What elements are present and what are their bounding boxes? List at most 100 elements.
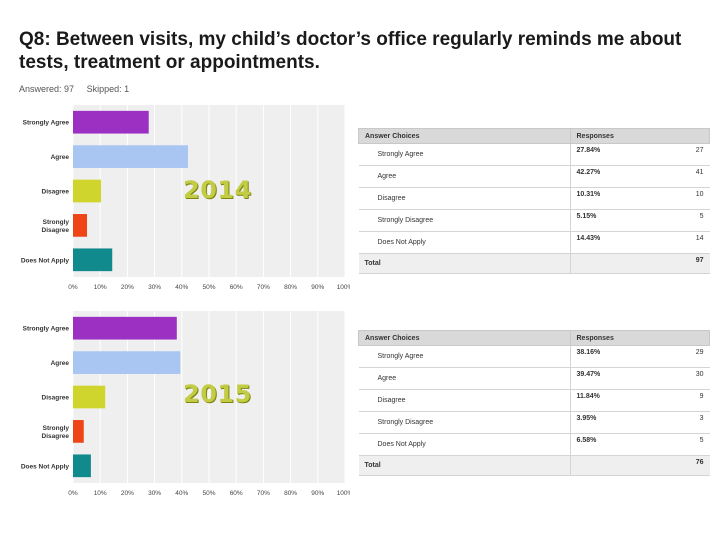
row-choice: Strongly Disagree bbox=[358, 411, 571, 434]
tick-label: 70% bbox=[257, 284, 270, 291]
row-choice: Agree bbox=[358, 165, 571, 188]
tick-label: 50% bbox=[202, 284, 215, 291]
response-stats: Answered: 97 Skipped: 1 bbox=[19, 84, 139, 94]
responses-table-2015: Answer Choices Responses Strongly Agree 3… bbox=[358, 330, 710, 476]
table-header-row: Answer Choices Responses bbox=[358, 128, 710, 144]
row-count: 9 bbox=[660, 389, 710, 412]
row-choice: Agree bbox=[358, 367, 571, 390]
row-choice: Strongly Agree bbox=[358, 143, 571, 166]
tick-label: 30% bbox=[148, 284, 161, 291]
table-row: Strongly Agree 27.84% 27 bbox=[358, 143, 710, 166]
tick-label: 20% bbox=[121, 490, 134, 497]
total-count: 97 bbox=[660, 253, 710, 274]
tick-label: 90% bbox=[311, 490, 324, 497]
category-label: Agree bbox=[51, 360, 70, 367]
bar bbox=[73, 179, 102, 203]
table-row: Strongly Agree 38.16% 29 bbox=[358, 345, 710, 368]
category-label: Strongly bbox=[43, 425, 70, 432]
category-label: Strongly bbox=[43, 219, 70, 226]
row-count: 29 bbox=[660, 345, 710, 368]
chart-2014-svg: 0% 10% 20% 30% 40% 50% 60% 70% 80% 90% 100% Strongl… bbox=[21, 105, 350, 291]
tick-label: 40% bbox=[175, 284, 188, 291]
bar bbox=[73, 454, 91, 478]
year-label-2014: 2014 bbox=[183, 176, 252, 204]
category-label: Disagree bbox=[42, 433, 70, 440]
category-label: Strongly Agree bbox=[23, 120, 70, 127]
bar bbox=[73, 214, 88, 237]
bar bbox=[73, 248, 113, 272]
table-row: Strongly Disagree 3.95% 3 bbox=[358, 411, 710, 434]
table-row: Agree 39.47% 30 bbox=[358, 367, 710, 390]
header-responses: Responses bbox=[569, 128, 710, 144]
row-choice: Disagree bbox=[358, 187, 571, 210]
row-choice: Disagree bbox=[358, 389, 571, 412]
table-row: Does Not Apply 6.58% 5 bbox=[358, 433, 710, 456]
year-label-2015: 2015 bbox=[183, 380, 252, 408]
category-label: Does Not Apply bbox=[21, 463, 70, 470]
table-row: Disagree 11.84% 9 bbox=[358, 389, 710, 412]
tick-label: 50% bbox=[202, 490, 215, 497]
row-count: 5 bbox=[660, 209, 710, 232]
row-count: 14 bbox=[660, 231, 710, 254]
tick-label: 10% bbox=[94, 284, 107, 291]
bar bbox=[73, 110, 149, 134]
bar bbox=[73, 145, 188, 168]
row-percent: 10.31% bbox=[570, 187, 661, 210]
row-choice: Strongly Disagree bbox=[358, 209, 571, 232]
row-count: 3 bbox=[660, 411, 710, 434]
category-label: Disagree bbox=[42, 189, 70, 196]
tick-label: 40% bbox=[175, 490, 188, 497]
row-count: 5 bbox=[660, 433, 710, 456]
table-header-row: Answer Choices Responses bbox=[358, 330, 710, 346]
header-responses: Responses bbox=[569, 330, 710, 346]
table-row: Disagree 10.31% 10 bbox=[358, 187, 710, 210]
tick-label: 100% bbox=[337, 490, 350, 497]
total-count: 76 bbox=[660, 455, 710, 476]
row-count: 10 bbox=[660, 187, 710, 210]
chart-2014: 0% 10% 20% 30% 40% 50% 60% 70% 80% 90% 100% Strongl… bbox=[0, 102, 350, 292]
tick-label: 80% bbox=[284, 284, 297, 291]
row-percent: 42.27% bbox=[570, 165, 661, 188]
row-count: 30 bbox=[660, 367, 710, 390]
category-label: Disagree bbox=[42, 227, 70, 234]
total-label: Total bbox=[358, 455, 571, 476]
table-total-row: Total 76 bbox=[358, 455, 710, 476]
tick-label: 100% bbox=[337, 284, 350, 291]
skipped-count: Skipped: 1 bbox=[86, 84, 130, 94]
row-choice: Does Not Apply bbox=[358, 231, 571, 254]
category-label: Does Not Apply bbox=[21, 257, 70, 264]
tick-label: 70% bbox=[257, 490, 270, 497]
row-percent: 3.95% bbox=[570, 411, 661, 434]
table-row: Does Not Apply 14.43% 14 bbox=[358, 231, 710, 254]
category-label: Strongly Agree bbox=[23, 326, 70, 333]
header-answer-choices: Answer Choices bbox=[358, 330, 571, 346]
row-percent: 11.84% bbox=[570, 389, 661, 412]
bar bbox=[73, 420, 84, 443]
row-choice: Strongly Agree bbox=[358, 345, 571, 368]
answered-count: Answered: 97 bbox=[19, 84, 75, 94]
tick-label: 10% bbox=[94, 490, 107, 497]
chart-2015: 0% 10% 20% 30% 40% 50% 60% 70% 80% 90% 100% Strongl… bbox=[0, 308, 350, 498]
tick-label: 30% bbox=[148, 490, 161, 497]
category-label: Disagree bbox=[42, 395, 70, 402]
responses-table-2014: Answer Choices Responses Strongly Agree 2… bbox=[358, 128, 710, 274]
row-percent: 6.58% bbox=[570, 433, 661, 456]
bar bbox=[73, 385, 106, 409]
table-row: Agree 42.27% 41 bbox=[358, 165, 710, 188]
tick-label: 0% bbox=[68, 490, 78, 497]
tick-label: 60% bbox=[230, 490, 243, 497]
tick-label: 0% bbox=[68, 284, 78, 291]
tick-label: 80% bbox=[284, 490, 297, 497]
row-choice: Does Not Apply bbox=[358, 433, 571, 456]
tick-label: 90% bbox=[311, 284, 324, 291]
row-percent: 14.43% bbox=[570, 231, 661, 254]
table-total-row: Total 97 bbox=[358, 253, 710, 274]
row-percent: 39.47% bbox=[570, 367, 661, 390]
bar bbox=[73, 351, 181, 374]
category-label: Agree bbox=[51, 154, 70, 161]
total-label: Total bbox=[358, 253, 571, 274]
tick-label: 20% bbox=[121, 284, 134, 291]
bar bbox=[73, 316, 177, 340]
row-percent: 27.84% bbox=[570, 143, 661, 166]
header-answer-choices: Answer Choices bbox=[358, 128, 571, 144]
